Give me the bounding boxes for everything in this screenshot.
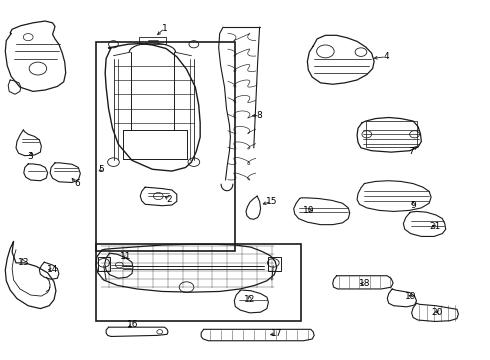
Text: 3: 3 <box>28 152 33 161</box>
Text: 4: 4 <box>384 52 389 61</box>
Text: 8: 8 <box>257 111 263 120</box>
Text: 20: 20 <box>432 308 443 317</box>
Text: 19: 19 <box>405 292 416 301</box>
Text: 13: 13 <box>18 258 29 267</box>
Text: 17: 17 <box>271 329 282 338</box>
Bar <box>139 37 166 44</box>
Text: 12: 12 <box>244 295 256 304</box>
Text: 1: 1 <box>162 24 168 33</box>
Bar <box>366 121 417 147</box>
Text: 21: 21 <box>429 222 441 231</box>
Bar <box>97 42 235 251</box>
Text: 6: 6 <box>74 179 80 188</box>
Text: 11: 11 <box>120 252 131 261</box>
Text: 18: 18 <box>359 279 370 288</box>
Text: 10: 10 <box>303 206 314 215</box>
Text: 16: 16 <box>127 320 139 329</box>
Bar <box>97 244 301 321</box>
Bar <box>269 257 281 271</box>
Text: 15: 15 <box>266 197 277 206</box>
Text: 2: 2 <box>167 195 172 204</box>
Text: 14: 14 <box>47 265 58 274</box>
Text: 9: 9 <box>410 201 416 210</box>
Bar <box>98 257 110 271</box>
Text: 5: 5 <box>98 165 104 174</box>
Text: 7: 7 <box>408 147 414 156</box>
